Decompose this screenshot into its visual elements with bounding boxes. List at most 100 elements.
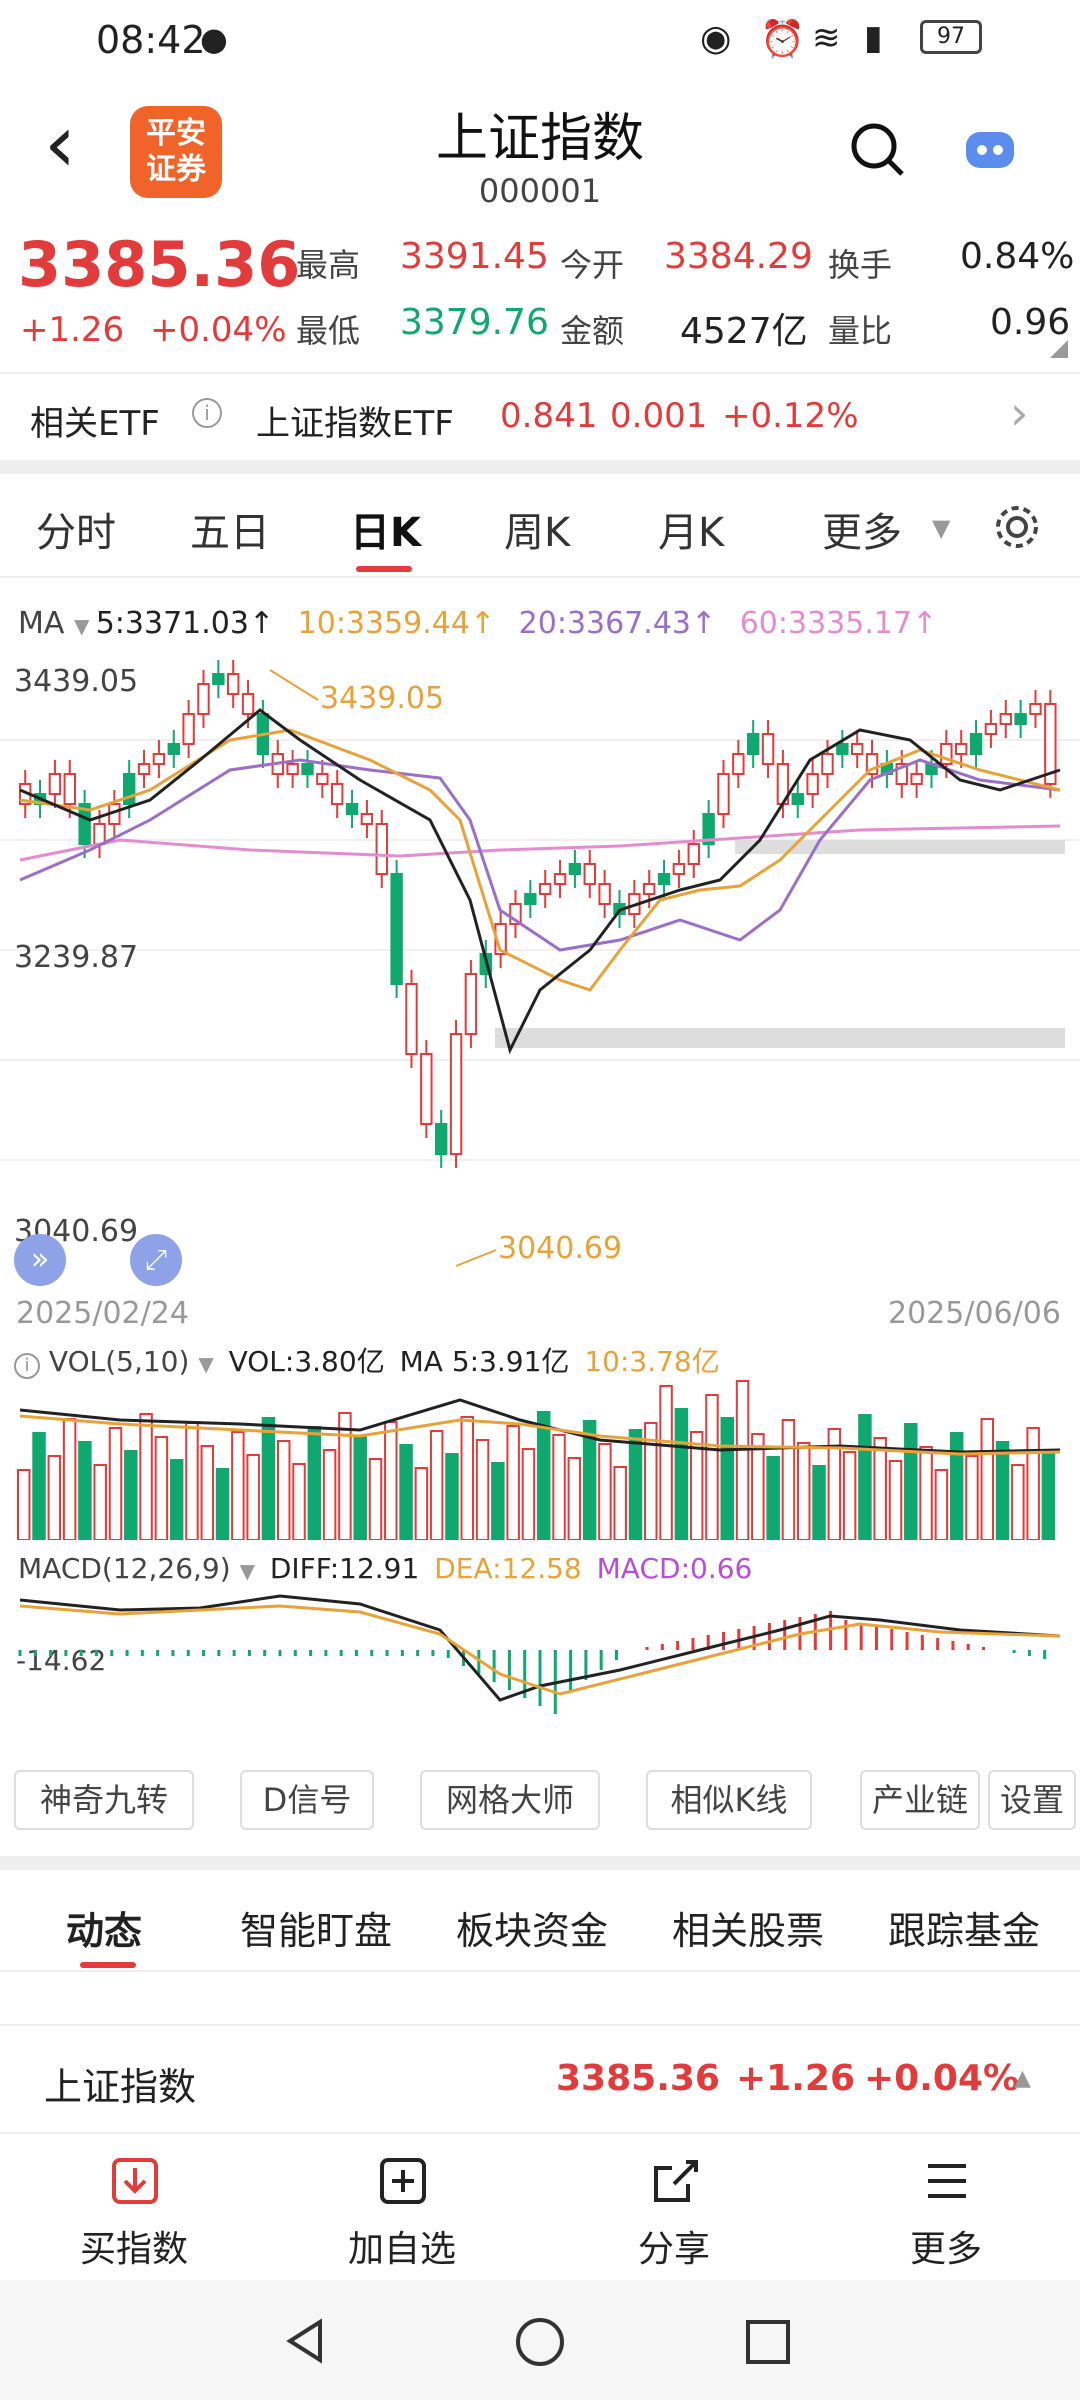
volume-bar xyxy=(582,1420,597,1540)
tab-tracking-funds[interactable]: 跟踪基金 xyxy=(888,1909,1041,1953)
home-nav-icon[interactable] xyxy=(514,2316,566,2368)
robot-assistant-icon[interactable] xyxy=(960,124,1020,174)
buy-index-button[interactable]: 买指数 xyxy=(54,2150,214,2270)
tab-five-day[interactable]: 五日 xyxy=(190,510,270,556)
volume-bar xyxy=(475,1439,490,1540)
vol-info-icon[interactable]: i xyxy=(14,1353,40,1379)
y-axis-high: 3439.05 xyxy=(14,664,139,699)
vol-ratio-label: 量比 xyxy=(828,312,893,350)
candle xyxy=(747,720,760,768)
candle xyxy=(137,750,151,788)
tab-monthly-k[interactable]: 月K xyxy=(658,510,725,556)
volume-bar xyxy=(537,1411,551,1540)
info-icon[interactable]: i xyxy=(192,398,222,428)
volume-bar xyxy=(812,1465,826,1540)
date-end: 2025/06/06 xyxy=(888,1296,1061,1331)
back-button[interactable]: ‹ xyxy=(44,97,76,190)
grid-master-button[interactable]: 网格大师 xyxy=(420,1770,600,1830)
tab-news[interactable]: 动态 xyxy=(66,1909,143,1953)
volume-bar xyxy=(1011,1464,1025,1540)
candle xyxy=(791,780,804,818)
volume-chart[interactable] xyxy=(0,1380,1080,1540)
candle xyxy=(167,730,180,768)
fullscreen-button[interactable]: ⤢ xyxy=(130,1234,182,1286)
volume-bar xyxy=(858,1414,872,1540)
tab-intraday[interactable]: 分时 xyxy=(36,510,116,556)
peak-label: 3439.05 xyxy=(320,681,444,716)
volume-bar xyxy=(139,1413,153,1540)
share-button[interactable]: 分享 xyxy=(594,2150,754,2270)
support-zone-upper xyxy=(735,840,1065,854)
ma5-line xyxy=(19,708,1061,1055)
fast-forward-button[interactable]: » xyxy=(14,1234,66,1286)
macd-legend[interactable]: MACD(12,26,9) ▼ DIFF:12.91 DEA:12.58 MAC… xyxy=(18,1552,752,1585)
buy-index-label: 买指数 xyxy=(79,2229,188,2270)
low-label: 最低 xyxy=(296,312,361,350)
volume-bar xyxy=(659,1385,673,1540)
candle xyxy=(539,870,552,908)
volume-bar xyxy=(919,1446,933,1540)
volume-bar xyxy=(735,1380,750,1540)
volume-bar xyxy=(414,1467,429,1540)
dropdown-arrow-icon: ▼ xyxy=(932,514,951,542)
candlestick-chart[interactable]: 3439.05 3040.69 xyxy=(0,660,1080,1280)
alarm-icon: ⏰ xyxy=(760,19,805,60)
logo-line2: 证券 xyxy=(146,152,206,187)
tab-smart-watch[interactable]: 智能盯盘 xyxy=(240,1909,393,1953)
date-start: 2025/02/24 xyxy=(16,1296,189,1331)
volume-bar xyxy=(766,1456,780,1540)
add-watchlist-button[interactable]: 加自选 xyxy=(322,2150,482,2270)
candle xyxy=(227,660,240,708)
expand-corner-icon[interactable] xyxy=(1050,340,1068,358)
chevron-right-icon[interactable]: › xyxy=(1010,386,1029,440)
volume-bar xyxy=(307,1426,322,1540)
volume-bar xyxy=(751,1433,765,1540)
tab-weekly-k[interactable]: 周K xyxy=(504,510,571,556)
volume-bar xyxy=(506,1425,520,1540)
turnover-value: 0.84% xyxy=(960,236,1075,277)
volume-bar xyxy=(552,1434,566,1540)
industry-chain-button[interactable]: 产业链 xyxy=(860,1770,980,1830)
macd-chart[interactable] xyxy=(0,1590,1080,1750)
caret-up-icon[interactable]: ▲ xyxy=(1014,2066,1031,2091)
vol-legend[interactable]: i VOL(5,10) ▼ VOL:3.80亿 MA 5:3.91亿 10:3.… xyxy=(14,1340,720,1380)
ma10-line xyxy=(19,728,1061,992)
magic-nine-button[interactable]: 神奇九转 xyxy=(14,1770,194,1830)
etf-label: 相关ETF xyxy=(30,404,160,444)
ticker-change: +1.26 xyxy=(736,2058,855,2099)
price-change: +1.26 xyxy=(20,310,125,350)
similar-kline-button[interactable]: 相似K线 xyxy=(646,1770,812,1830)
open-value: 3384.29 xyxy=(664,236,813,277)
back-nav-icon[interactable] xyxy=(280,2316,330,2366)
candle xyxy=(360,800,374,838)
vol-value: VOL:3.80亿 xyxy=(228,1345,385,1378)
more-button[interactable]: 更多 xyxy=(866,2150,1026,2270)
d-signal-button[interactable]: D信号 xyxy=(240,1770,374,1830)
tab-more[interactable]: 更多 xyxy=(822,510,902,556)
macd-dropdown-icon: ▼ xyxy=(239,1559,255,1583)
tab-daily-k[interactable]: 日K xyxy=(350,510,421,556)
candle xyxy=(984,710,998,748)
stock-code: 000001 xyxy=(478,172,602,210)
wechat-icon: ● xyxy=(200,20,228,58)
candle xyxy=(464,960,478,1048)
status-time: 08:42 xyxy=(96,18,206,62)
search-icon[interactable] xyxy=(848,120,908,180)
settings-gear-icon[interactable] xyxy=(992,502,1042,552)
volume-bar xyxy=(598,1443,612,1540)
candle xyxy=(524,880,537,918)
volume-bar xyxy=(628,1429,643,1540)
settings-button[interactable]: 设置 xyxy=(988,1770,1076,1830)
recents-nav-icon[interactable] xyxy=(744,2318,792,2366)
tab-sector-funds[interactable]: 板块资金 xyxy=(456,1909,609,1953)
battery-icon: 97 xyxy=(920,20,982,54)
etf-row[interactable]: 相关ETF i 上证指数ETF 0.841 0.001 +0.12% › xyxy=(0,374,1080,460)
volume-bar xyxy=(215,1468,230,1540)
candle xyxy=(657,860,671,898)
volume-bars xyxy=(17,1380,1056,1540)
tab-related-stocks[interactable]: 相关股票 xyxy=(672,1909,825,1953)
vol-ma5-line xyxy=(19,1398,1061,1454)
divider xyxy=(0,576,1080,578)
ma-legend[interactable]: MA ▼ 5:3371.03↑ 10:3359.44↑ 20:3367.43↑ … xyxy=(18,606,937,641)
candle xyxy=(672,850,686,888)
